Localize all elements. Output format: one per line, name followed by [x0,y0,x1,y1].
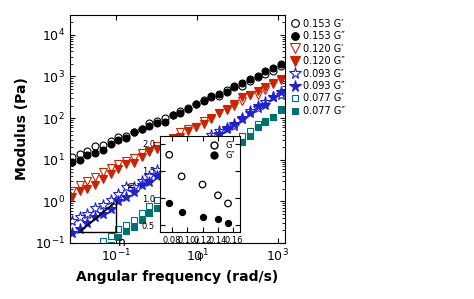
Y-axis label: Modulus (Pa): Modulus (Pa) [15,77,29,180]
Legend: 0.153 G′, 0.153 G″, 0.120 G′, 0.120 G″, 0.093 G′, 0.093 G″, 0.077 G′, 0.077 G″: 0.153 G′, 0.153 G″, 0.120 G′, 0.120 G″, … [287,15,348,120]
Text: n: n [118,236,126,249]
X-axis label: Angular frequency (rad/s): Angular frequency (rad/s) [76,270,278,284]
